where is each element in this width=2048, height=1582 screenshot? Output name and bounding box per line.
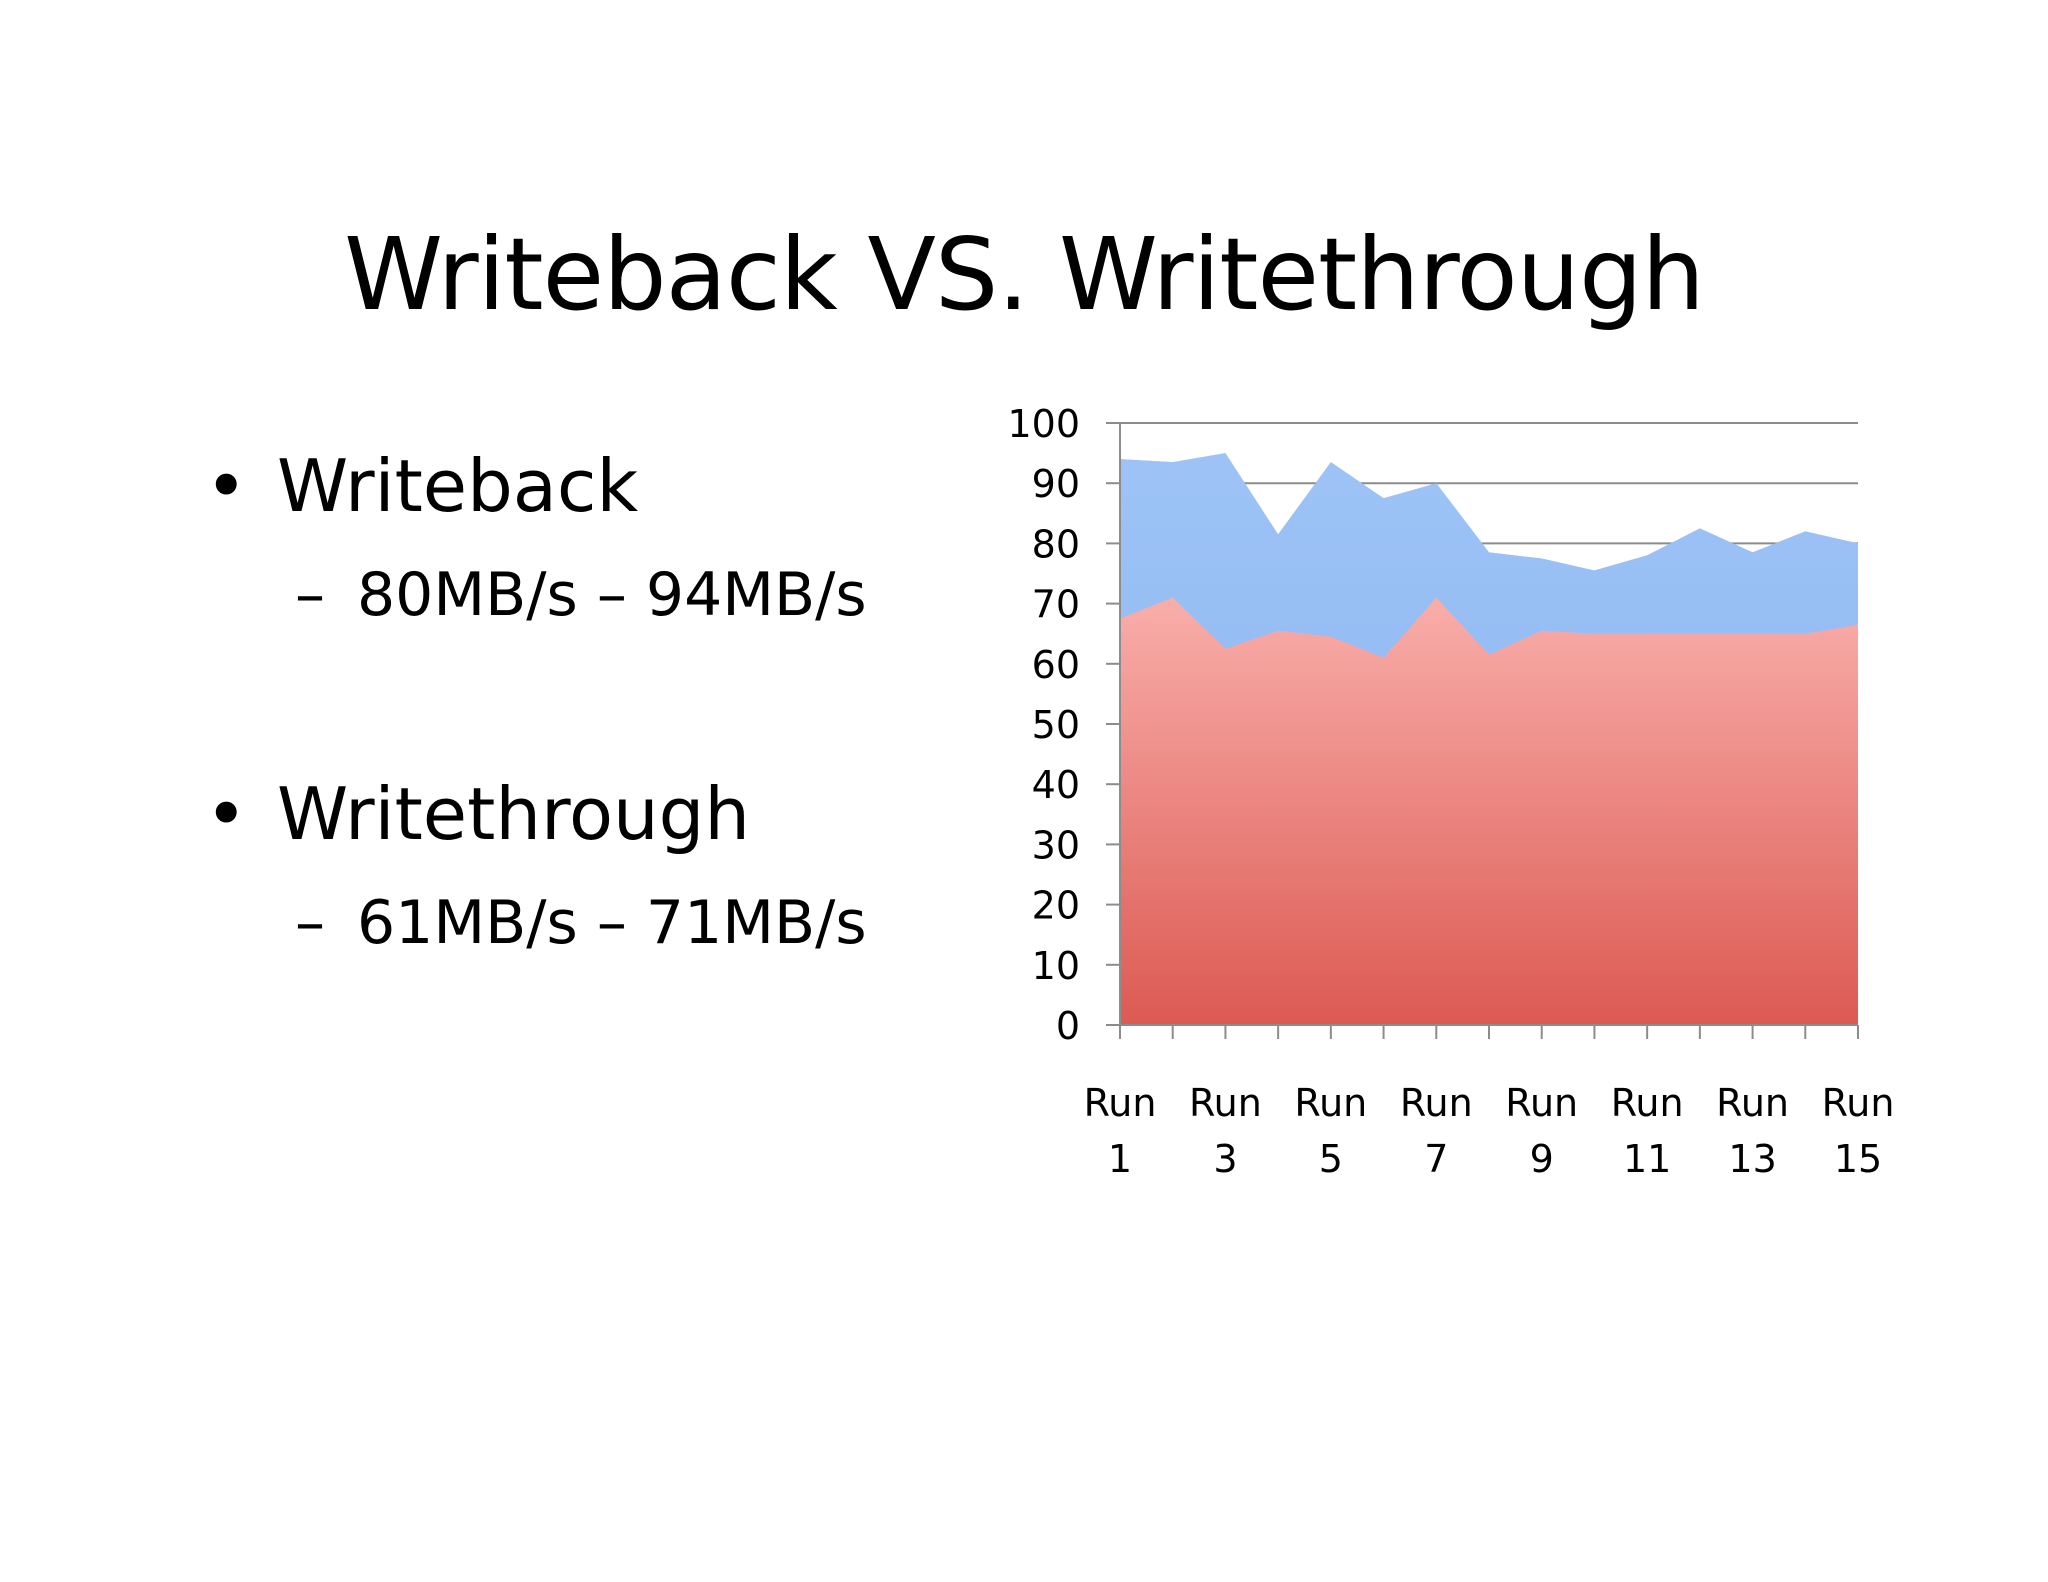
y-tick-label: 90 — [1032, 462, 1080, 506]
x-tick-label: Run — [1611, 1081, 1684, 1125]
bullet-writeback-label: Writeback — [277, 444, 639, 528]
y-tick-label: 10 — [1032, 944, 1080, 988]
series-area-1 — [1120, 453, 1858, 1026]
x-tick-label: 1 — [1108, 1137, 1132, 1181]
x-tick-label: 11 — [1623, 1137, 1671, 1181]
x-tick-label: 9 — [1530, 1137, 1554, 1181]
bullet-writeback: • Writeback — [205, 443, 638, 529]
y-tick-label: 40 — [1032, 763, 1080, 807]
x-tick-label: Run — [1400, 1081, 1473, 1125]
x-tick-label: 13 — [1728, 1137, 1776, 1181]
x-tick-label: 15 — [1834, 1137, 1882, 1181]
y-tick-label: 20 — [1032, 884, 1080, 928]
slide-title: Writeback VS. Writethrough — [344, 216, 1705, 333]
x-tick-label: Run — [1189, 1081, 1262, 1125]
sub-bullet-writethrough: –61MB/s – 71MB/s — [295, 887, 867, 959]
x-tick-label: Run — [1084, 1081, 1157, 1125]
x-tick-label: 7 — [1424, 1137, 1448, 1181]
x-tick-label: 5 — [1319, 1137, 1343, 1181]
bullet-dot: • — [205, 772, 248, 856]
y-tick-label: 60 — [1032, 643, 1080, 687]
y-tick-label: 80 — [1032, 522, 1080, 566]
y-tick-label: 0 — [1056, 1004, 1080, 1048]
sub-bullet-dash: – — [295, 560, 325, 630]
sub-bullet-writeback-range: 80MB/s – 94MB/s — [357, 560, 867, 630]
y-tick-label: 30 — [1032, 823, 1080, 867]
series-area-2 — [1120, 597, 1858, 1025]
x-tick-label: 3 — [1213, 1137, 1237, 1181]
x-tick-label: Run — [1716, 1081, 1789, 1125]
series-area-1-fill — [1120, 453, 1858, 1026]
bullet-writethrough: • Writethrough — [205, 771, 750, 857]
bullet-writethrough-label: Writethrough — [277, 772, 750, 856]
sub-bullet-writethrough-range: 61MB/s – 71MB/s — [357, 888, 867, 958]
x-tick-label: Run — [1294, 1081, 1367, 1125]
y-tick-label: 70 — [1032, 583, 1080, 627]
y-tick-label: 100 — [1007, 402, 1080, 446]
x-tick-label: Run — [1505, 1081, 1578, 1125]
sub-bullet-dash: – — [295, 888, 325, 958]
series-area-2-fill — [1120, 597, 1858, 1025]
sub-bullet-writeback: –80MB/s – 94MB/s — [295, 559, 867, 631]
y-tick-label: 50 — [1032, 703, 1080, 747]
x-tick-label: Run — [1822, 1081, 1895, 1125]
bullet-dot: • — [205, 444, 248, 528]
